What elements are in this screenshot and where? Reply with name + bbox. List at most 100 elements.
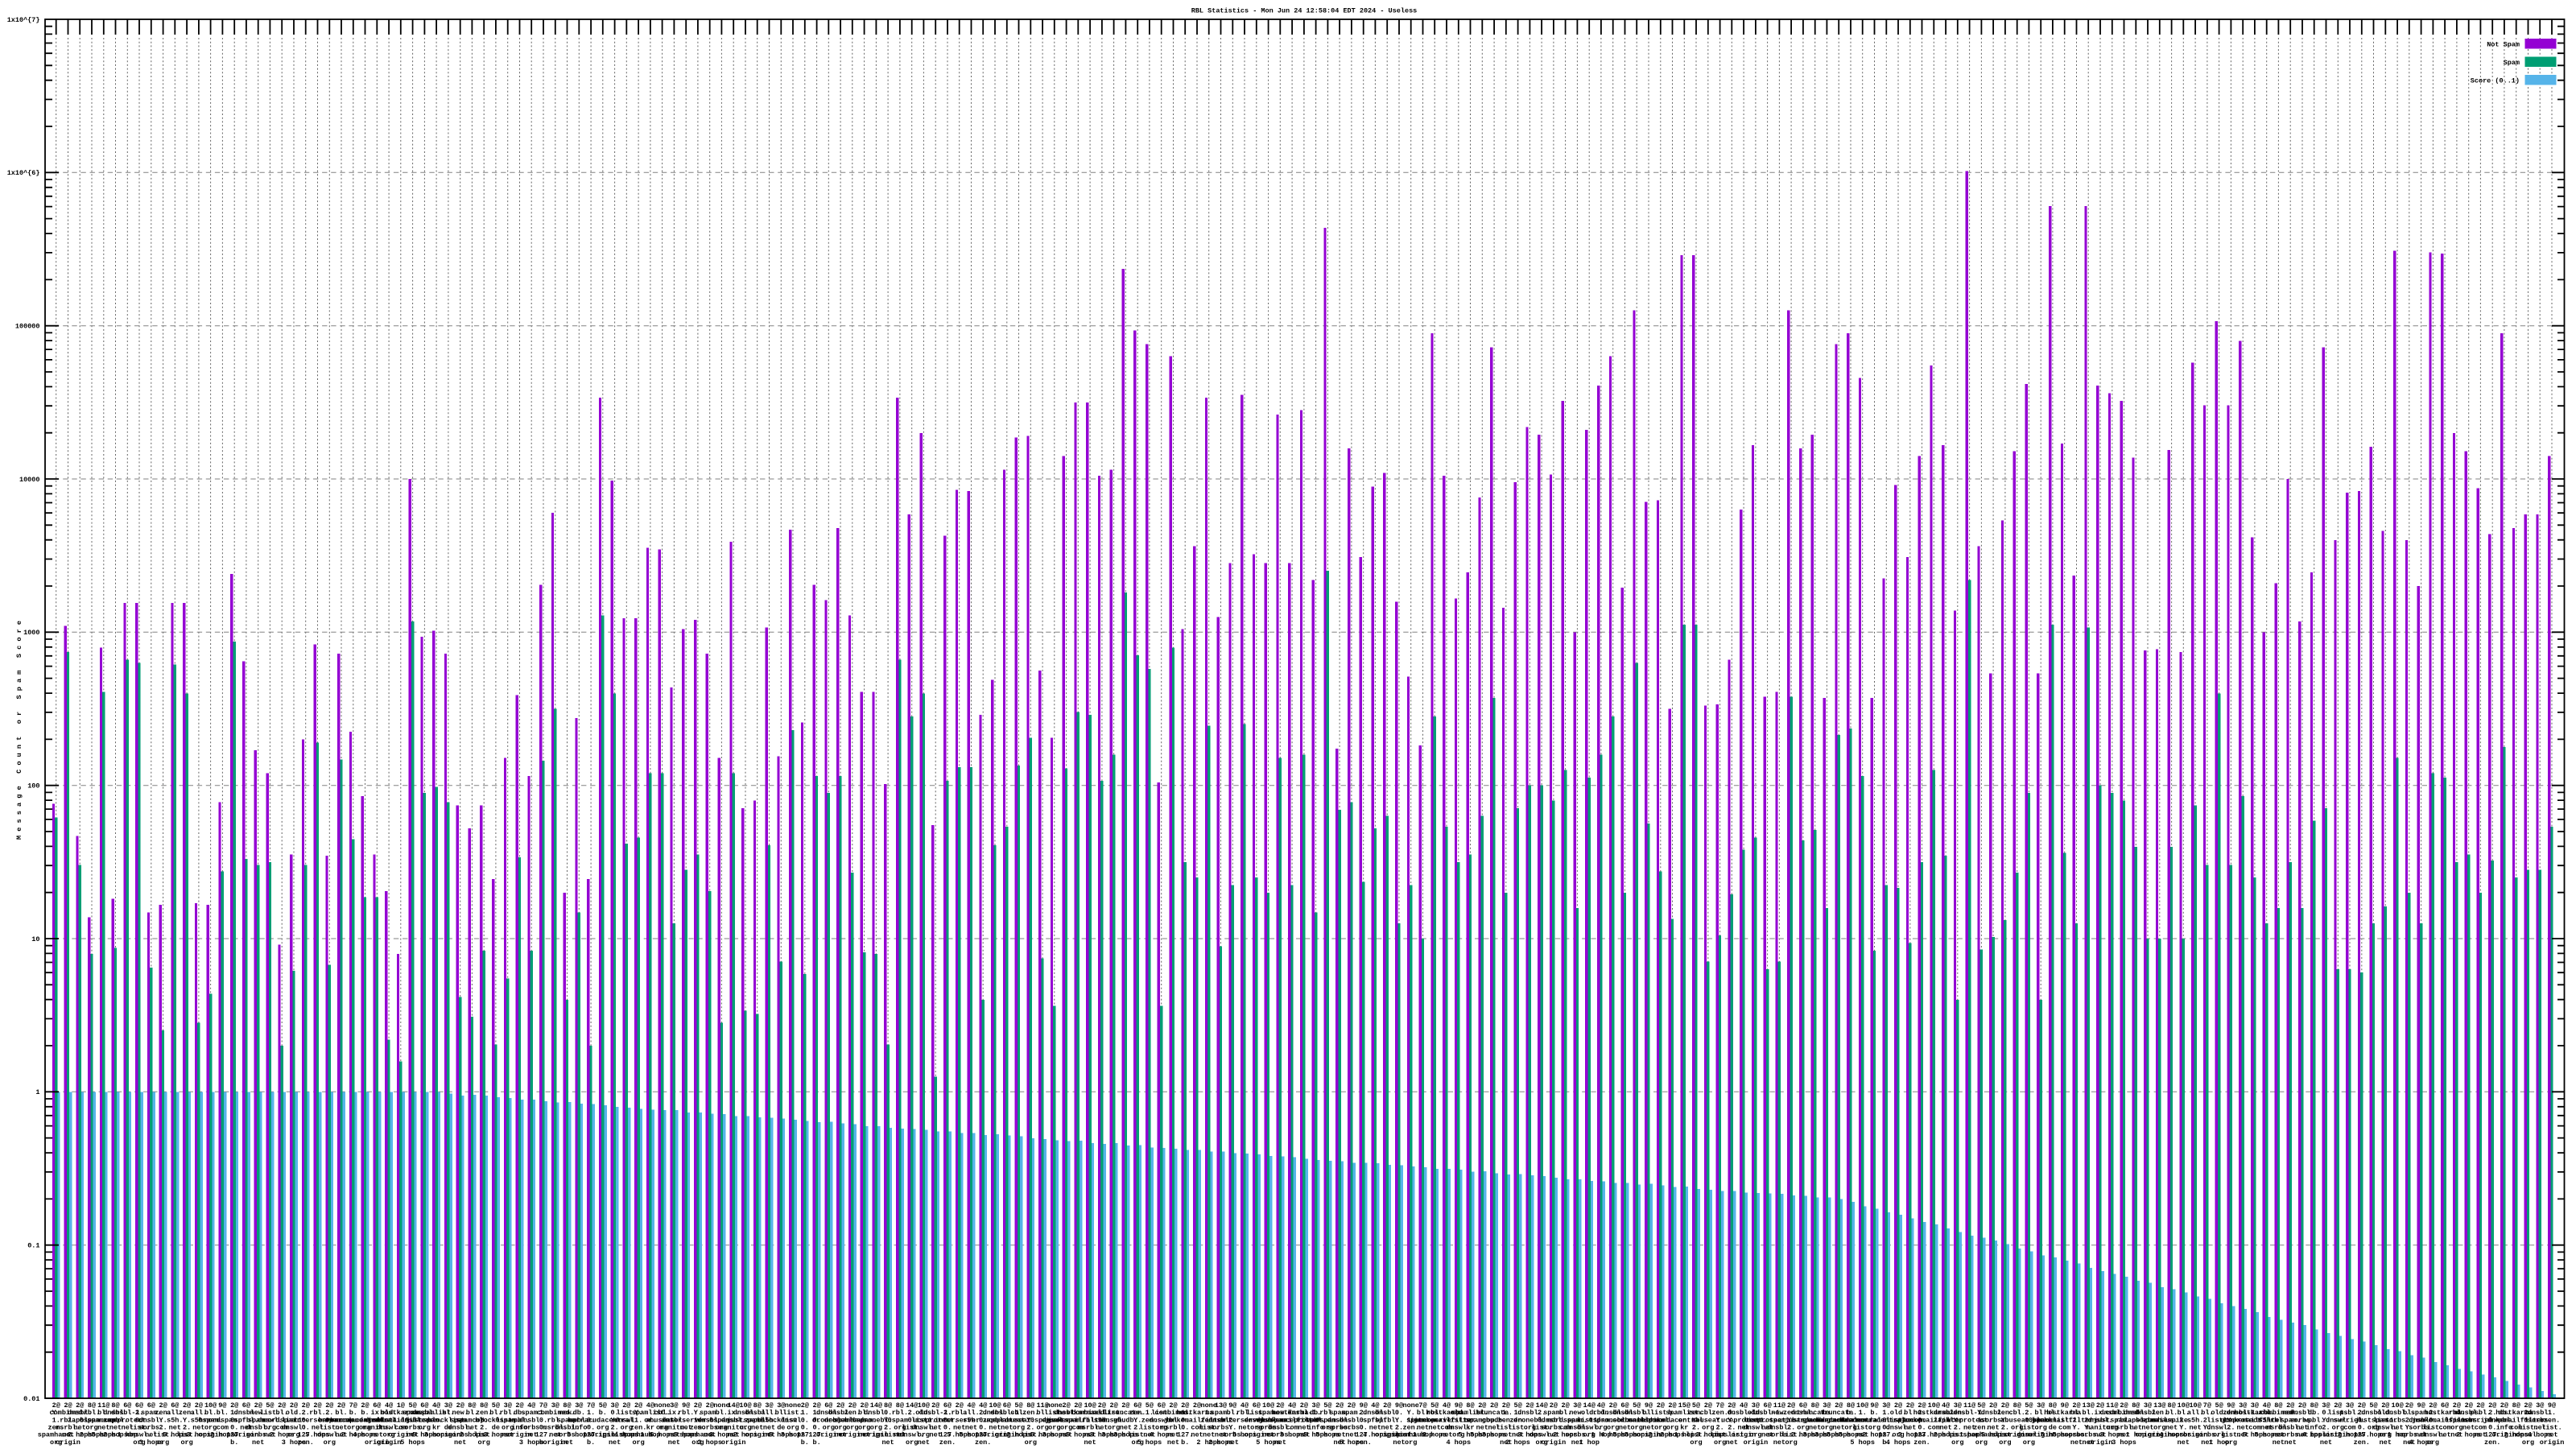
svg-text:2 hops: 2 hops — [68, 1431, 93, 1439]
svg-text:6@: 6@ — [420, 1401, 428, 1410]
svg-text:8@: 8@ — [88, 1401, 96, 1410]
svg-text:5@: 5@ — [1014, 1401, 1022, 1410]
svg-text:13@: 13@ — [1215, 1401, 1227, 1410]
svg-text:5 hops: 5 hops — [2243, 1431, 2268, 1439]
svg-text:2.: 2. — [302, 1409, 310, 1417]
svg-text:list1.: list1. — [1446, 1416, 1471, 1424]
svg-text:list.: list. — [473, 1431, 494, 1439]
svg-text:uceprotect.: uceprotect. — [1282, 1416, 1327, 1424]
svg-text:org: org — [157, 1439, 169, 1447]
svg-text:9@: 9@ — [218, 1401, 226, 1410]
svg-text:5 hops: 5 hops — [567, 1431, 592, 1439]
svg-text:com: com — [2510, 1424, 2522, 1432]
svg-text:list1.: list1. — [911, 1416, 936, 1424]
svg-text:dnsbl-1.: dnsbl-1. — [2227, 1409, 2260, 1417]
svg-text:net: net — [1987, 1424, 1999, 1432]
svg-text:old.: old. — [1748, 1409, 1764, 1417]
svg-text:sorbs.: sorbs. — [2064, 1431, 2089, 1439]
svg-text:0spam.: 0spam. — [495, 1416, 520, 1424]
svg-text:sorbs.: sorbs. — [1327, 1424, 1352, 1432]
svg-text:14@: 14@ — [870, 1401, 882, 1410]
svg-text:origin: origin — [1375, 1431, 1400, 1439]
svg-text:net: net — [609, 1439, 621, 1447]
svg-text:net: net — [930, 1431, 942, 1439]
svg-text:blocklist.: blocklist. — [427, 1416, 469, 1424]
svg-text:org: org — [1132, 1439, 1144, 1447]
svg-text:net: net — [2070, 1439, 2083, 1447]
svg-text:org: org — [1821, 1424, 1833, 1432]
svg-text:origin: origin — [377, 1439, 402, 1447]
svg-text:1.: 1. — [1205, 1409, 1213, 1417]
svg-text:s5h.: s5h. — [167, 1416, 183, 1424]
svg-text:origin: origin — [365, 1439, 390, 1447]
svg-text:2 hops: 2 hops — [460, 1431, 485, 1439]
svg-text:net: net — [751, 1424, 763, 1432]
svg-text:5 hops: 5 hops — [163, 1431, 188, 1439]
svg-text:org: org — [858, 1424, 870, 1432]
svg-text:junkemailfilter.: junkemailfilter. — [2412, 1416, 2478, 1424]
svg-text:dnswl.: dnswl. — [781, 1416, 806, 1424]
svg-text:2@: 2@ — [2524, 1401, 2532, 1410]
svg-text:net: net — [2320, 1439, 2332, 1447]
svg-text:net: net — [668, 1431, 680, 1439]
svg-text:kr: kr — [646, 1424, 654, 1432]
svg-text:hostkarma.: hostkarma. — [1913, 1409, 1955, 1417]
svg-text:net: net — [2285, 1439, 2297, 1447]
svg-text:net: net — [2178, 1439, 2190, 1447]
svg-text:3@: 3@ — [610, 1401, 618, 1410]
svg-text:db.: db. — [514, 1409, 526, 1417]
svg-text:blocklist.: blocklist. — [2032, 1416, 2073, 1424]
svg-text:4@: 4@ — [2263, 1401, 2271, 1410]
svg-text:junkemailfilter.: junkemailfilter. — [1164, 1416, 1230, 1424]
svg-text:2.: 2. — [2429, 1409, 2437, 1417]
svg-text:6@: 6@ — [824, 1401, 832, 1410]
svg-text:origin: origin — [2540, 1439, 2565, 1447]
svg-text:ix.: ix. — [728, 1409, 740, 1417]
svg-text:dnswl.: dnswl. — [1149, 1416, 1174, 1424]
svg-text:sorbs.: sorbs. — [2396, 1431, 2421, 1439]
svg-text:Y.: Y. — [1692, 1416, 1700, 1424]
svg-text:bl.: bl. — [2165, 1409, 2178, 1417]
svg-text:org: org — [2380, 1431, 2392, 1439]
svg-text:5 hops: 5 hops — [1827, 1431, 1852, 1439]
svg-text:dnsbl.: dnsbl. — [1363, 1409, 1388, 1417]
svg-text:8@: 8@ — [2512, 1401, 2520, 1410]
svg-text:5@: 5@ — [599, 1401, 607, 1410]
svg-text:b.: b. — [539, 1439, 547, 1447]
svg-text:mailspike.: mailspike. — [1628, 1416, 1669, 1424]
svg-text:origin: origin — [983, 1431, 1008, 1439]
svg-text:net: net — [2189, 1424, 2201, 1432]
svg-text:b.: b. — [1823, 1409, 1831, 1417]
svg-text:2.: 2. — [2179, 1416, 2187, 1424]
svg-text:2@: 2@ — [159, 1401, 167, 1410]
svg-text:127.: 127. — [797, 1431, 813, 1439]
svg-text:2@: 2@ — [2429, 1401, 2437, 1410]
svg-text:2.: 2. — [159, 1424, 167, 1432]
svg-text:net: net — [763, 1424, 775, 1432]
svg-text:rbl.: rbl. — [1593, 1409, 1609, 1417]
svg-text:interserver.: interserver. — [1220, 1416, 1269, 1424]
svg-text:1.: 1. — [1513, 1409, 1521, 1417]
svg-text:4 hops: 4 hops — [1600, 1431, 1625, 1439]
svg-text:db.: db. — [573, 1409, 585, 1417]
svg-text:0spam.: 0spam. — [852, 1416, 877, 1424]
svg-text:dnsbl.: dnsbl. — [1054, 1409, 1079, 1417]
svg-text:0.: 0. — [801, 1424, 809, 1432]
svg-text:2@: 2@ — [1276, 1401, 1284, 1410]
svg-text:10@: 10@ — [989, 1401, 1001, 1410]
svg-text:truncate.: truncate. — [1476, 1409, 1513, 1417]
svg-text:org: org — [621, 1424, 633, 1432]
svg-text:2@: 2@ — [2465, 1401, 2473, 1410]
svg-text:1 hop: 1 hop — [2126, 1431, 2147, 1439]
svg-text:sorbs.: sorbs. — [2136, 1416, 2161, 1424]
svg-text:dnsbl.: dnsbl. — [745, 1409, 770, 1417]
svg-text:dnswl.: dnswl. — [1577, 1424, 1602, 1432]
svg-text:spam.: spam. — [1769, 1416, 1790, 1424]
svg-text:0spam.: 0spam. — [709, 1416, 734, 1424]
svg-text:2.: 2. — [480, 1424, 488, 1432]
svg-text:dnswl.: dnswl. — [2207, 1424, 2231, 1432]
svg-text:hostkarma.: hostkarma. — [1058, 1409, 1099, 1417]
svg-text:org: org — [1714, 1439, 1726, 1447]
svg-text:net: net — [145, 1431, 157, 1439]
svg-text:net: net — [74, 1424, 86, 1432]
